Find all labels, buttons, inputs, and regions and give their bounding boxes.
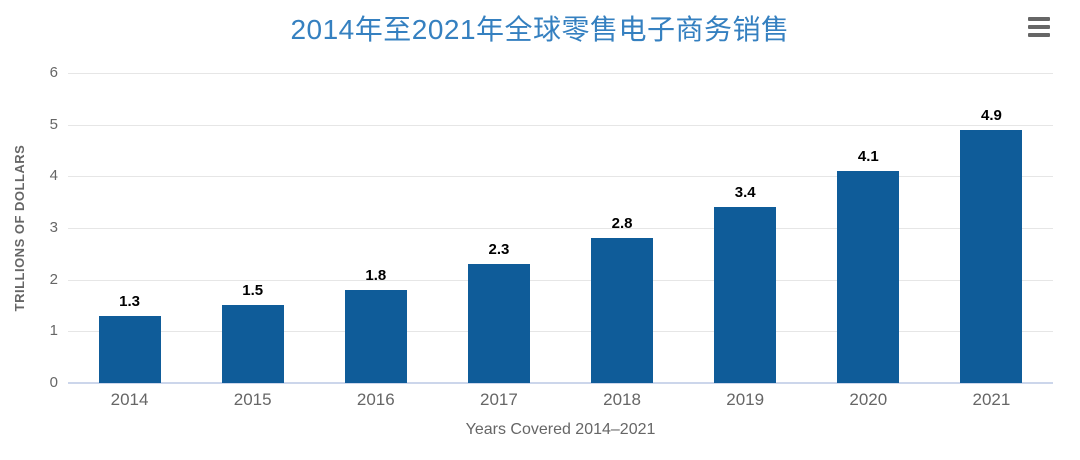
bar-value-label-2015: 1.5 [242, 282, 264, 299]
plot-area [68, 73, 1053, 384]
bars-row: 1.3 1.5 1.8 2.3 2.8 3.4 4.1 4.9 [68, 73, 1053, 383]
gridline-4 [68, 176, 1053, 178]
y-tick-label-2: 2 [49, 270, 58, 288]
hamburger-icon [1028, 25, 1050, 29]
gridline-1 [68, 331, 1053, 333]
bar-value-label-2018: 2.8 [611, 215, 633, 232]
bar-slot-2020: 4.1 [807, 73, 930, 383]
bar-slot-2019: 3.4 [684, 73, 807, 383]
gridline-6 [68, 73, 1053, 74]
x-tick-label-2016: 2016 [356, 390, 395, 409]
bar-slot-2017: 2.3 [437, 73, 560, 383]
bar-value-label-2017: 2.3 [488, 241, 510, 258]
y-tick-label-6: 6 [49, 64, 58, 81]
bar-2020[interactable] [837, 171, 900, 383]
chart-export-menu-button[interactable] [1026, 15, 1052, 39]
bar-value-label-2016: 1.8 [365, 267, 387, 284]
y-tick-label-1: 1 [49, 322, 58, 340]
bar-value-label-2014: 1.3 [119, 293, 140, 310]
x-axis-labels: 2014 2015 2016 2017 2018 2019 2020 2021 [68, 390, 1053, 410]
gridline-2 [68, 279, 1053, 281]
bar-slot-2018: 2.8 [561, 73, 684, 383]
bar-value-label-2019: 3.4 [734, 184, 756, 201]
bar-value-label-2020: 4.1 [857, 148, 879, 165]
hamburger-icon [1028, 17, 1050, 21]
bar-value-label-2021: 4.9 [981, 107, 1002, 124]
x-axis-title: Years Covered 2014–2021 [465, 421, 656, 438]
gridline-3 [68, 228, 1053, 229]
bar-slot-2016: 1.8 [314, 73, 437, 383]
bar-slot-2021: 4.9 [930, 73, 1053, 383]
x-tick-label-2020: 2020 [849, 390, 888, 409]
bar-2021[interactable] [960, 130, 1023, 383]
bar-2015[interactable] [221, 305, 284, 383]
y-tick-label-4: 4 [49, 167, 58, 185]
y-tick-label-5: 5 [49, 115, 58, 133]
y-tick-label-0: 0 [49, 374, 58, 391]
y-tick-label-3: 3 [49, 219, 58, 236]
bar-2016[interactable] [344, 290, 407, 383]
gridline-5 [68, 124, 1053, 126]
bar-2017[interactable] [467, 264, 530, 383]
x-tick-label-2015: 2015 [233, 390, 272, 409]
bar-slot-2015: 1.5 [191, 73, 314, 383]
x-tick-label-2019: 2019 [726, 390, 765, 409]
bar-slot-2014: 1.3 [68, 73, 191, 383]
x-tick-label-2014: 2014 [110, 390, 149, 409]
y-axis-title: TRILLIONS OF DOLLARS [12, 144, 27, 312]
x-tick-label-2018: 2018 [603, 390, 641, 409]
bar-2014[interactable] [98, 316, 161, 383]
bar-2019[interactable] [714, 207, 777, 383]
chart-title: 2014年至2021年全球零售电子商务销售 [290, 14, 790, 45]
x-axis-line [68, 382, 1053, 384]
bar-2018[interactable] [591, 238, 654, 383]
hamburger-icon [1028, 33, 1050, 37]
x-tick-label-2017: 2017 [480, 390, 518, 409]
x-tick-label-2021: 2021 [972, 390, 1011, 409]
